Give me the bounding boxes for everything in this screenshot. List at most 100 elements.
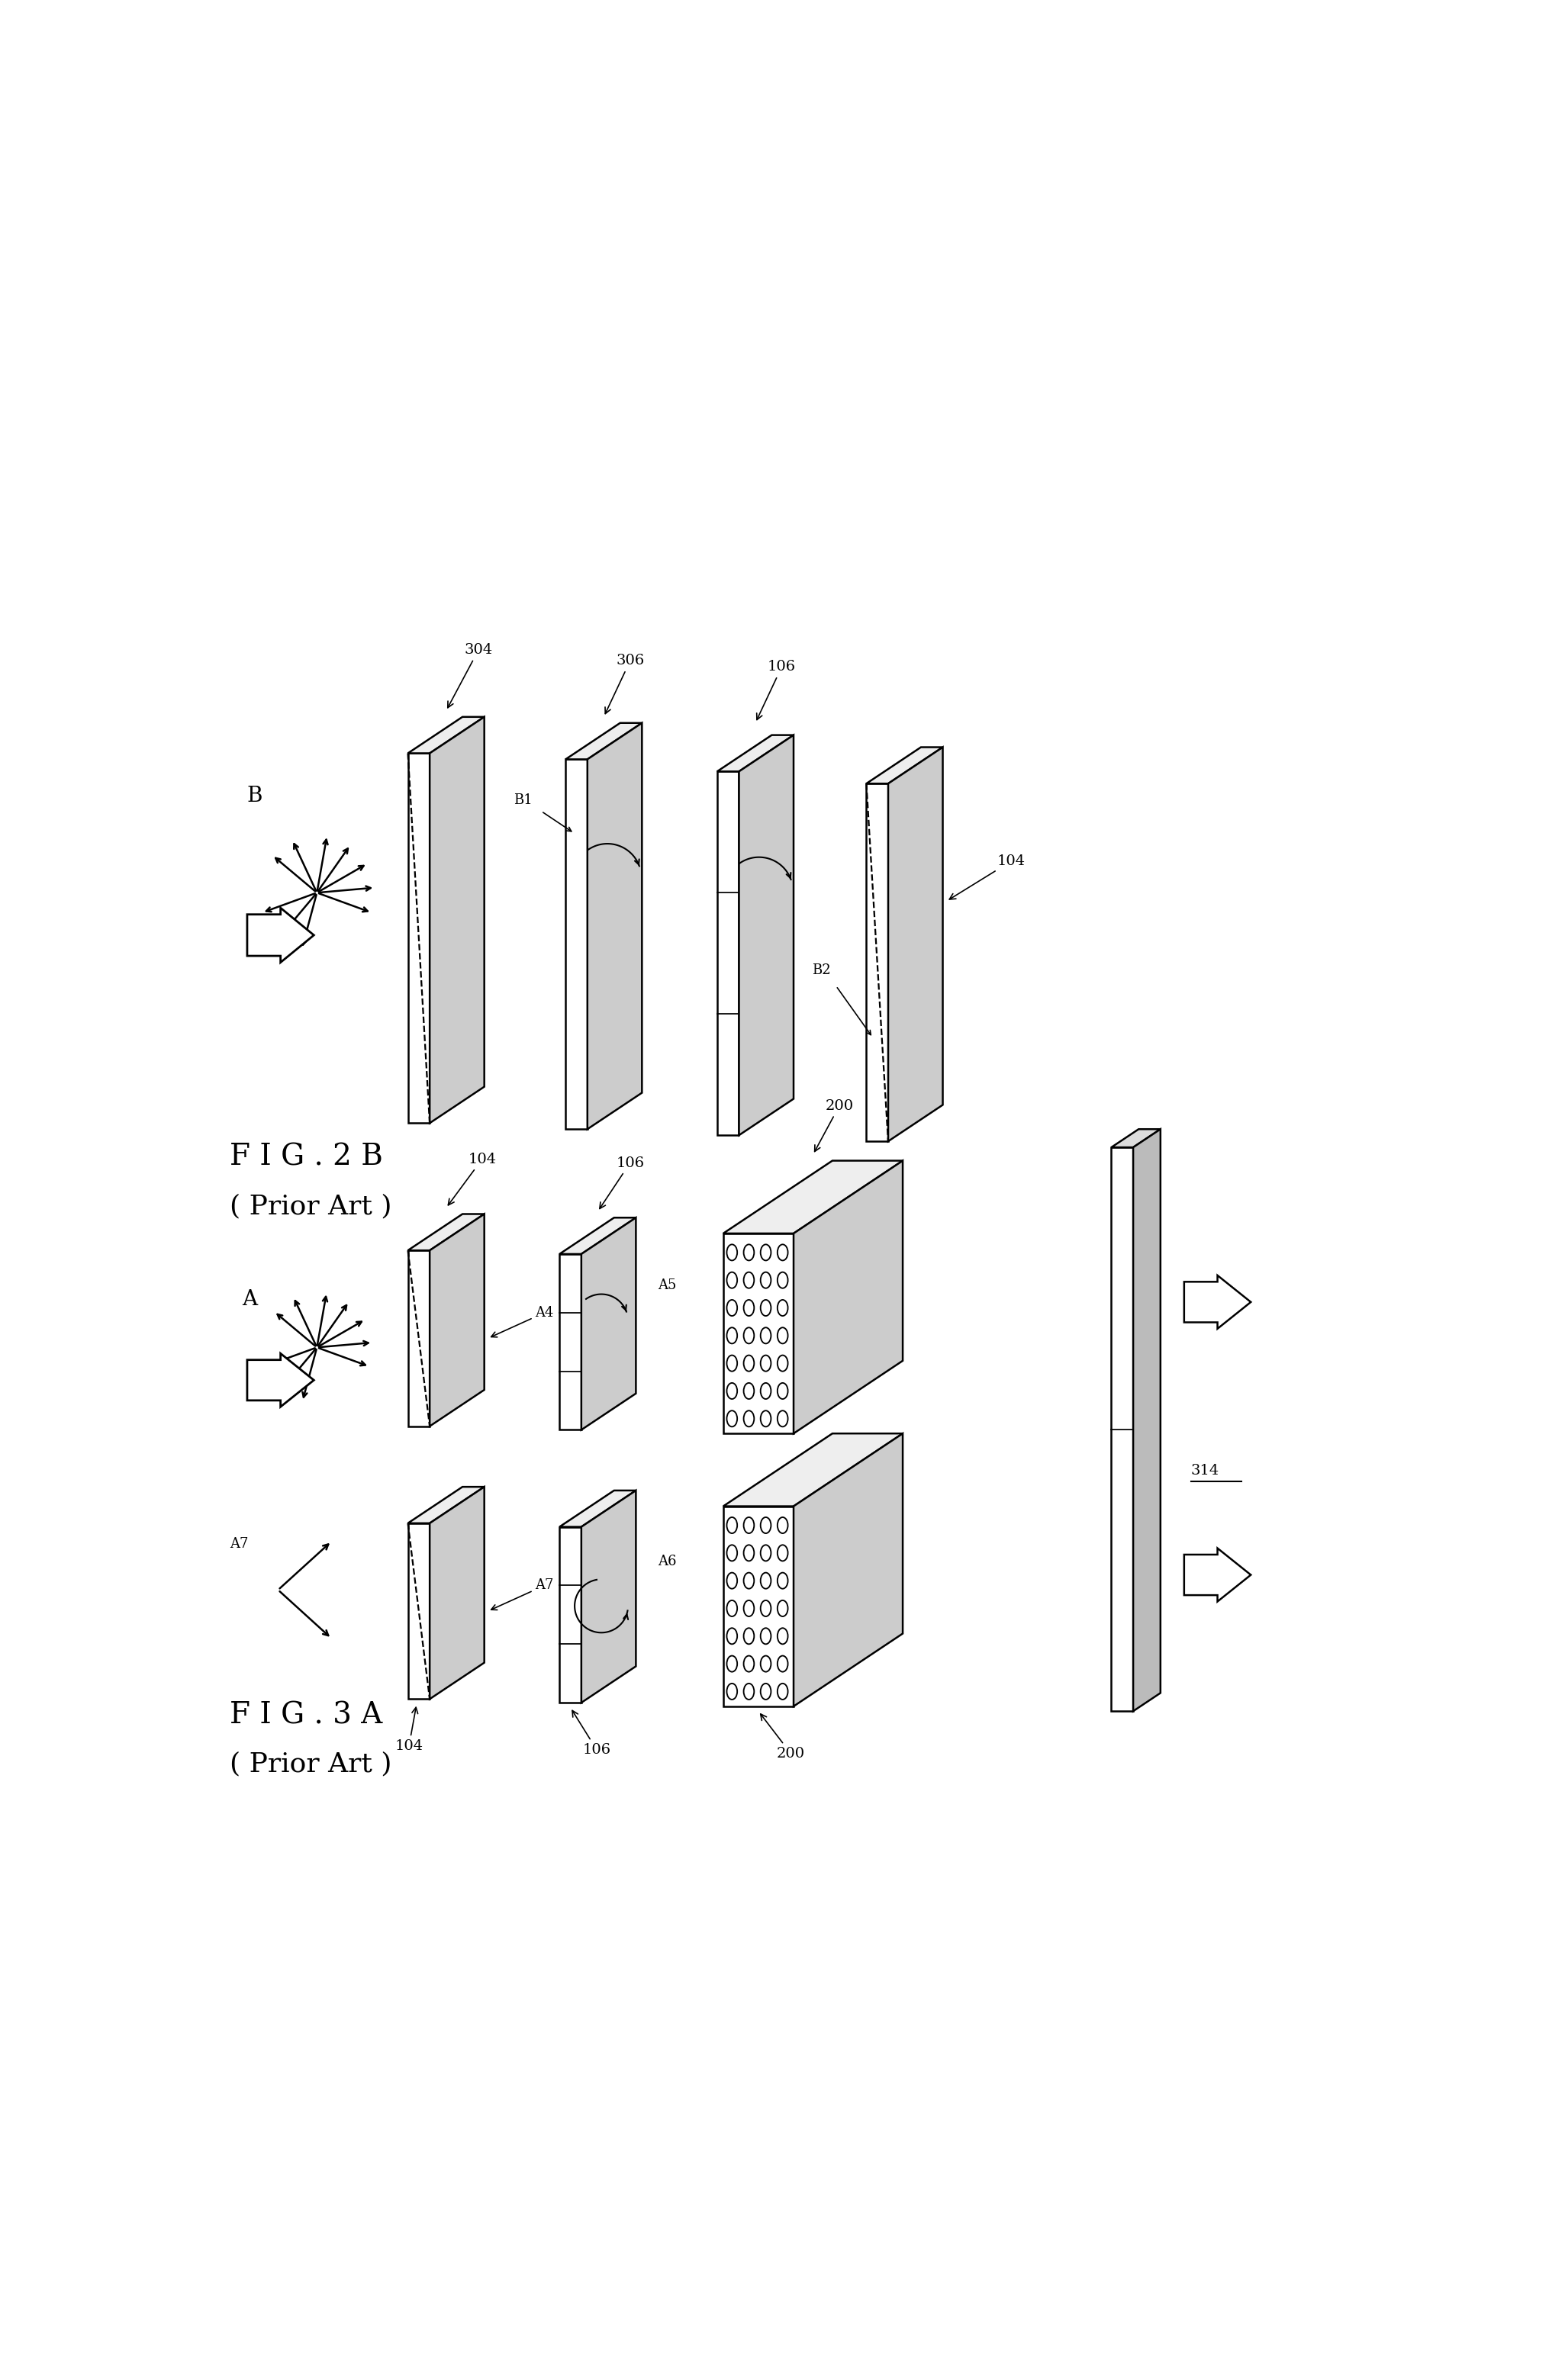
Polygon shape: [408, 1214, 484, 1250]
Ellipse shape: [761, 1573, 772, 1590]
Polygon shape: [408, 1250, 430, 1426]
Polygon shape: [560, 1219, 635, 1254]
Text: A6: A6: [657, 1554, 676, 1568]
Ellipse shape: [761, 1656, 772, 1671]
Ellipse shape: [743, 1245, 754, 1261]
Ellipse shape: [726, 1411, 737, 1426]
Ellipse shape: [726, 1354, 737, 1371]
Ellipse shape: [726, 1628, 737, 1645]
Ellipse shape: [778, 1573, 787, 1590]
Polygon shape: [867, 783, 889, 1142]
Polygon shape: [408, 752, 430, 1123]
Ellipse shape: [743, 1383, 754, 1399]
Ellipse shape: [778, 1245, 787, 1261]
Ellipse shape: [761, 1383, 772, 1399]
Polygon shape: [430, 716, 484, 1123]
Polygon shape: [889, 747, 942, 1142]
Polygon shape: [247, 1354, 315, 1407]
Polygon shape: [723, 1161, 903, 1233]
Text: ( Prior Art ): ( Prior Art ): [230, 1752, 391, 1778]
Polygon shape: [717, 735, 793, 771]
Polygon shape: [793, 1433, 903, 1706]
Polygon shape: [581, 1490, 635, 1702]
Ellipse shape: [761, 1628, 772, 1645]
Text: A4: A4: [491, 1307, 554, 1338]
Text: F I G . 3 A: F I G . 3 A: [230, 1702, 382, 1730]
Ellipse shape: [726, 1683, 737, 1699]
Ellipse shape: [761, 1599, 772, 1616]
Text: 106: 106: [599, 1157, 645, 1209]
Ellipse shape: [743, 1411, 754, 1426]
Polygon shape: [723, 1233, 793, 1433]
Polygon shape: [247, 907, 315, 962]
Ellipse shape: [761, 1545, 772, 1561]
Text: A: A: [241, 1290, 257, 1309]
Text: 104: 104: [394, 1706, 423, 1754]
Polygon shape: [1133, 1128, 1161, 1711]
Ellipse shape: [778, 1383, 787, 1399]
Ellipse shape: [743, 1599, 754, 1616]
Text: 104: 104: [950, 854, 1025, 900]
Ellipse shape: [743, 1299, 754, 1316]
Polygon shape: [1111, 1128, 1161, 1147]
Ellipse shape: [743, 1273, 754, 1288]
Text: 106: 106: [757, 659, 797, 719]
Polygon shape: [408, 1488, 484, 1523]
Text: B1: B1: [513, 793, 532, 807]
Ellipse shape: [761, 1245, 772, 1261]
Ellipse shape: [778, 1354, 787, 1371]
Ellipse shape: [761, 1516, 772, 1533]
Ellipse shape: [761, 1299, 772, 1316]
Ellipse shape: [778, 1656, 787, 1671]
Text: B2: B2: [812, 964, 831, 976]
Polygon shape: [1185, 1276, 1250, 1328]
Ellipse shape: [761, 1328, 772, 1345]
Text: 314: 314: [1191, 1464, 1219, 1478]
Text: A7: A7: [230, 1537, 249, 1549]
Polygon shape: [581, 1219, 635, 1430]
Ellipse shape: [726, 1573, 737, 1590]
Ellipse shape: [761, 1273, 772, 1288]
Ellipse shape: [726, 1516, 737, 1533]
Text: 304: 304: [448, 643, 493, 707]
Ellipse shape: [743, 1516, 754, 1533]
Polygon shape: [430, 1488, 484, 1699]
Polygon shape: [723, 1507, 793, 1706]
Ellipse shape: [743, 1545, 754, 1561]
Ellipse shape: [726, 1245, 737, 1261]
Polygon shape: [723, 1433, 903, 1507]
Ellipse shape: [726, 1656, 737, 1671]
Text: A5: A5: [657, 1278, 676, 1292]
Ellipse shape: [761, 1683, 772, 1699]
Ellipse shape: [778, 1411, 787, 1426]
Text: 104: 104: [448, 1152, 496, 1204]
Ellipse shape: [778, 1299, 787, 1316]
Ellipse shape: [743, 1354, 754, 1371]
Polygon shape: [717, 771, 739, 1135]
Ellipse shape: [778, 1516, 787, 1533]
Ellipse shape: [726, 1383, 737, 1399]
Ellipse shape: [778, 1628, 787, 1645]
Polygon shape: [1111, 1147, 1133, 1711]
Polygon shape: [587, 724, 642, 1128]
Polygon shape: [565, 724, 642, 759]
Ellipse shape: [726, 1273, 737, 1288]
Polygon shape: [560, 1528, 581, 1702]
Text: A7: A7: [491, 1578, 554, 1609]
Polygon shape: [793, 1161, 903, 1433]
Polygon shape: [408, 716, 484, 752]
Text: 106: 106: [573, 1711, 610, 1756]
Ellipse shape: [743, 1628, 754, 1645]
Polygon shape: [408, 1523, 430, 1699]
Text: 200: 200: [815, 1100, 853, 1152]
Text: 306: 306: [606, 654, 645, 714]
Polygon shape: [739, 735, 793, 1135]
Ellipse shape: [726, 1299, 737, 1316]
Text: F I G . 2 B: F I G . 2 B: [230, 1142, 383, 1171]
Polygon shape: [565, 759, 587, 1128]
Ellipse shape: [743, 1656, 754, 1671]
Ellipse shape: [778, 1545, 787, 1561]
Text: ( Prior Art ): ( Prior Art ): [230, 1192, 391, 1219]
Ellipse shape: [761, 1411, 772, 1426]
Ellipse shape: [726, 1328, 737, 1345]
